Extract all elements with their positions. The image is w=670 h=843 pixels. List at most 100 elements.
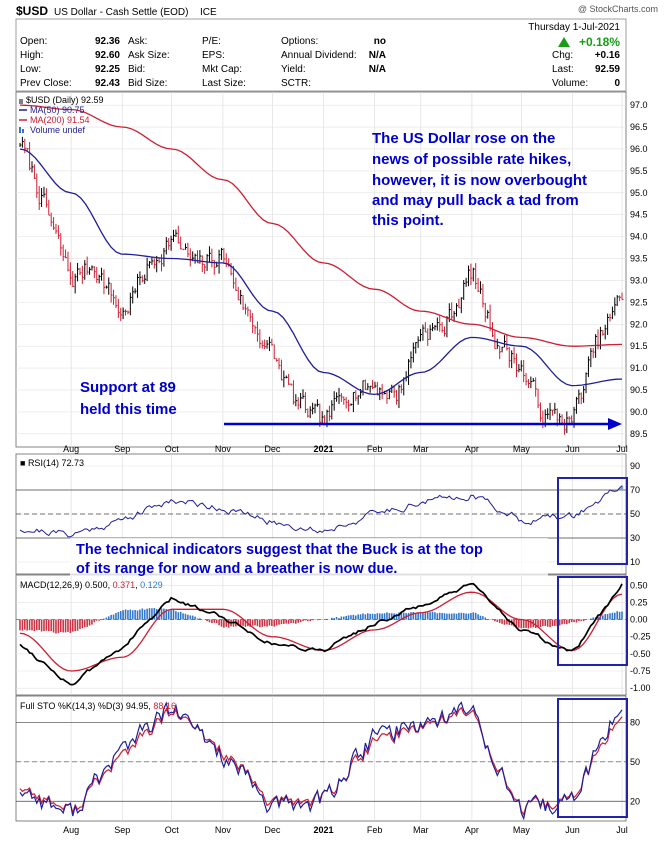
y-tick-label: 91.5 bbox=[630, 341, 648, 351]
description: US Dollar - Cash Settle (EOD) bbox=[54, 7, 188, 18]
price-panel bbox=[15, 91, 627, 448]
x-tick-label: Nov bbox=[215, 444, 232, 454]
quote-value: 92.43 bbox=[95, 78, 120, 89]
x-tick-label: Jul bbox=[616, 444, 628, 454]
y-tick-label: 90.5 bbox=[630, 385, 648, 395]
quote-label: Last: bbox=[552, 64, 574, 75]
quote-value: +0.16 bbox=[595, 50, 621, 61]
change-pct: +0.18% bbox=[579, 35, 620, 49]
support-annotation: Support at 89 held this time bbox=[80, 379, 177, 418]
volume-icon bbox=[19, 127, 21, 133]
macd-highlight-box bbox=[557, 576, 628, 666]
x-tick-label: Jun bbox=[565, 444, 580, 454]
quote-label: EPS: bbox=[202, 50, 225, 61]
macd-legend-v3: 0.129 bbox=[140, 580, 163, 590]
y-tick-label: 0.00 bbox=[630, 615, 648, 625]
x-tick-label: Feb bbox=[367, 444, 383, 454]
quote-label: High: bbox=[20, 50, 43, 61]
y-tick-label: 50 bbox=[630, 757, 640, 767]
x-tick-label: Feb bbox=[367, 825, 383, 835]
quote-label: Chg: bbox=[552, 50, 573, 61]
x-tick-label: Jul bbox=[616, 825, 628, 835]
annotation-line-5: this point. bbox=[372, 212, 444, 229]
rsi-legend-text: RSI(14) 72.73 bbox=[28, 458, 84, 468]
y-tick-label: 90.0 bbox=[630, 407, 648, 417]
x-tick-label: Dec bbox=[264, 444, 281, 454]
x-tick-label: Mar bbox=[413, 825, 429, 835]
price-annotation: The US Dollar rose on the news of possib… bbox=[372, 130, 587, 229]
rsi-annotation-bg bbox=[70, 538, 548, 576]
quote-value: N/A bbox=[369, 50, 386, 61]
ma50-line bbox=[19, 148, 623, 396]
exchange: ICE bbox=[200, 7, 217, 18]
x-tick-label: May bbox=[513, 825, 531, 835]
quote-label: Mkt Cap: bbox=[202, 64, 242, 75]
x-tick-label: Jun bbox=[565, 825, 580, 835]
legend-volume: Volume undef bbox=[30, 125, 86, 135]
quote-label: Bid Size: bbox=[128, 78, 167, 89]
y-tick-label: 95.0 bbox=[630, 188, 648, 198]
rsi-line bbox=[19, 485, 623, 538]
up-arrow-icon bbox=[558, 37, 570, 47]
annotation-line-4: and may pull back a tad from bbox=[372, 192, 579, 209]
sto-legend-v1: 94.95 bbox=[126, 701, 149, 711]
quote-label: Bid: bbox=[128, 64, 145, 75]
sto-legend-name: Full STO %K(14,3) %D(3) bbox=[20, 701, 123, 711]
quote-label: Last Size: bbox=[202, 78, 246, 89]
quote-label: Open: bbox=[20, 36, 47, 47]
y-tick-label: 95.5 bbox=[630, 166, 648, 176]
quote-value: 92.60 bbox=[95, 50, 120, 61]
support-line-1: Support at 89 bbox=[80, 379, 176, 396]
y-tick-label: -1.00 bbox=[630, 683, 651, 693]
sto-legend: Full STO %K(14,3) %D(3) 94.95, 88.16 bbox=[20, 701, 176, 711]
y-tick-label: -0.25 bbox=[630, 632, 651, 642]
x-tick-label: 2021 bbox=[313, 825, 333, 835]
quote-label: SCTR: bbox=[281, 78, 311, 89]
y-tick-label: 96.0 bbox=[630, 144, 648, 154]
y-tick-label: 93.5 bbox=[630, 254, 648, 264]
x-tick-label: Apr bbox=[465, 825, 479, 835]
gridlines bbox=[16, 92, 626, 821]
x-tick-label: Sep bbox=[114, 825, 130, 835]
rsi-legend-icon: ■ bbox=[20, 458, 28, 468]
macd-legend-sep1: , bbox=[108, 580, 113, 590]
y-tick-label: 30 bbox=[630, 533, 640, 543]
symbol: $USD bbox=[16, 4, 48, 18]
y-tick-label: 0.25 bbox=[630, 597, 648, 607]
y-tick-label: 0.50 bbox=[630, 580, 648, 590]
y-tick-label: 10 bbox=[630, 557, 640, 567]
quote-date: Thursday 1-Jul-2021 bbox=[528, 22, 620, 33]
y-tick-label: -0.75 bbox=[630, 666, 651, 676]
sto-legend-sep: , bbox=[148, 701, 153, 711]
macd-legend-name: MACD(12,26,9) bbox=[20, 580, 83, 590]
quote-value: 92.25 bbox=[95, 64, 120, 75]
y-tick-label: 92.0 bbox=[630, 319, 648, 329]
quote-value: 0 bbox=[614, 78, 620, 89]
quote-label: Annual Dividend: bbox=[281, 50, 357, 61]
macd-legend-v2: 0.371 bbox=[113, 580, 136, 590]
quote-label: Prev Close: bbox=[20, 78, 72, 89]
ohlc-icon bbox=[19, 99, 23, 104]
plot-series bbox=[19, 104, 624, 821]
rsi-annotation-line-2: of its range for now and a breather is n… bbox=[76, 561, 397, 577]
y-tick-label: 91.0 bbox=[630, 363, 648, 373]
price-legend: $USD (Daily) 92.59 MA(50) 90.75 MA(200) … bbox=[19, 95, 104, 135]
rsi-highlight-box bbox=[557, 477, 628, 565]
macd-legend-sep2: , bbox=[135, 580, 140, 590]
x-tick-label: Oct bbox=[165, 825, 180, 835]
rsi-annotation-line-1: The technical indicators suggest that th… bbox=[76, 542, 483, 558]
x-tick-label: 2021 bbox=[313, 444, 333, 454]
quote-label: Ask Size: bbox=[128, 50, 170, 61]
axis-ticks: Aug Sep Oct Nov Dec 2021 Feb Mar Apr May Jun Jul Aug… bbox=[63, 100, 650, 835]
x-tick-label: Aug bbox=[63, 444, 79, 454]
x-tick-label: Mar bbox=[413, 444, 429, 454]
x-tick-label: Sep bbox=[114, 444, 130, 454]
support-arrow-icon bbox=[608, 418, 622, 430]
y-tick-label: 94.5 bbox=[630, 210, 648, 220]
quote-label: Low: bbox=[20, 64, 41, 75]
x-tick-label: Nov bbox=[215, 825, 232, 835]
quote-fields: Open: 92.36 High: 92.60 Low: 92.25 Prev Close:… bbox=[20, 36, 620, 89]
annotation-line-2: news of possible rate hikes, bbox=[372, 151, 571, 168]
y-tick-label: 89.5 bbox=[630, 429, 648, 439]
